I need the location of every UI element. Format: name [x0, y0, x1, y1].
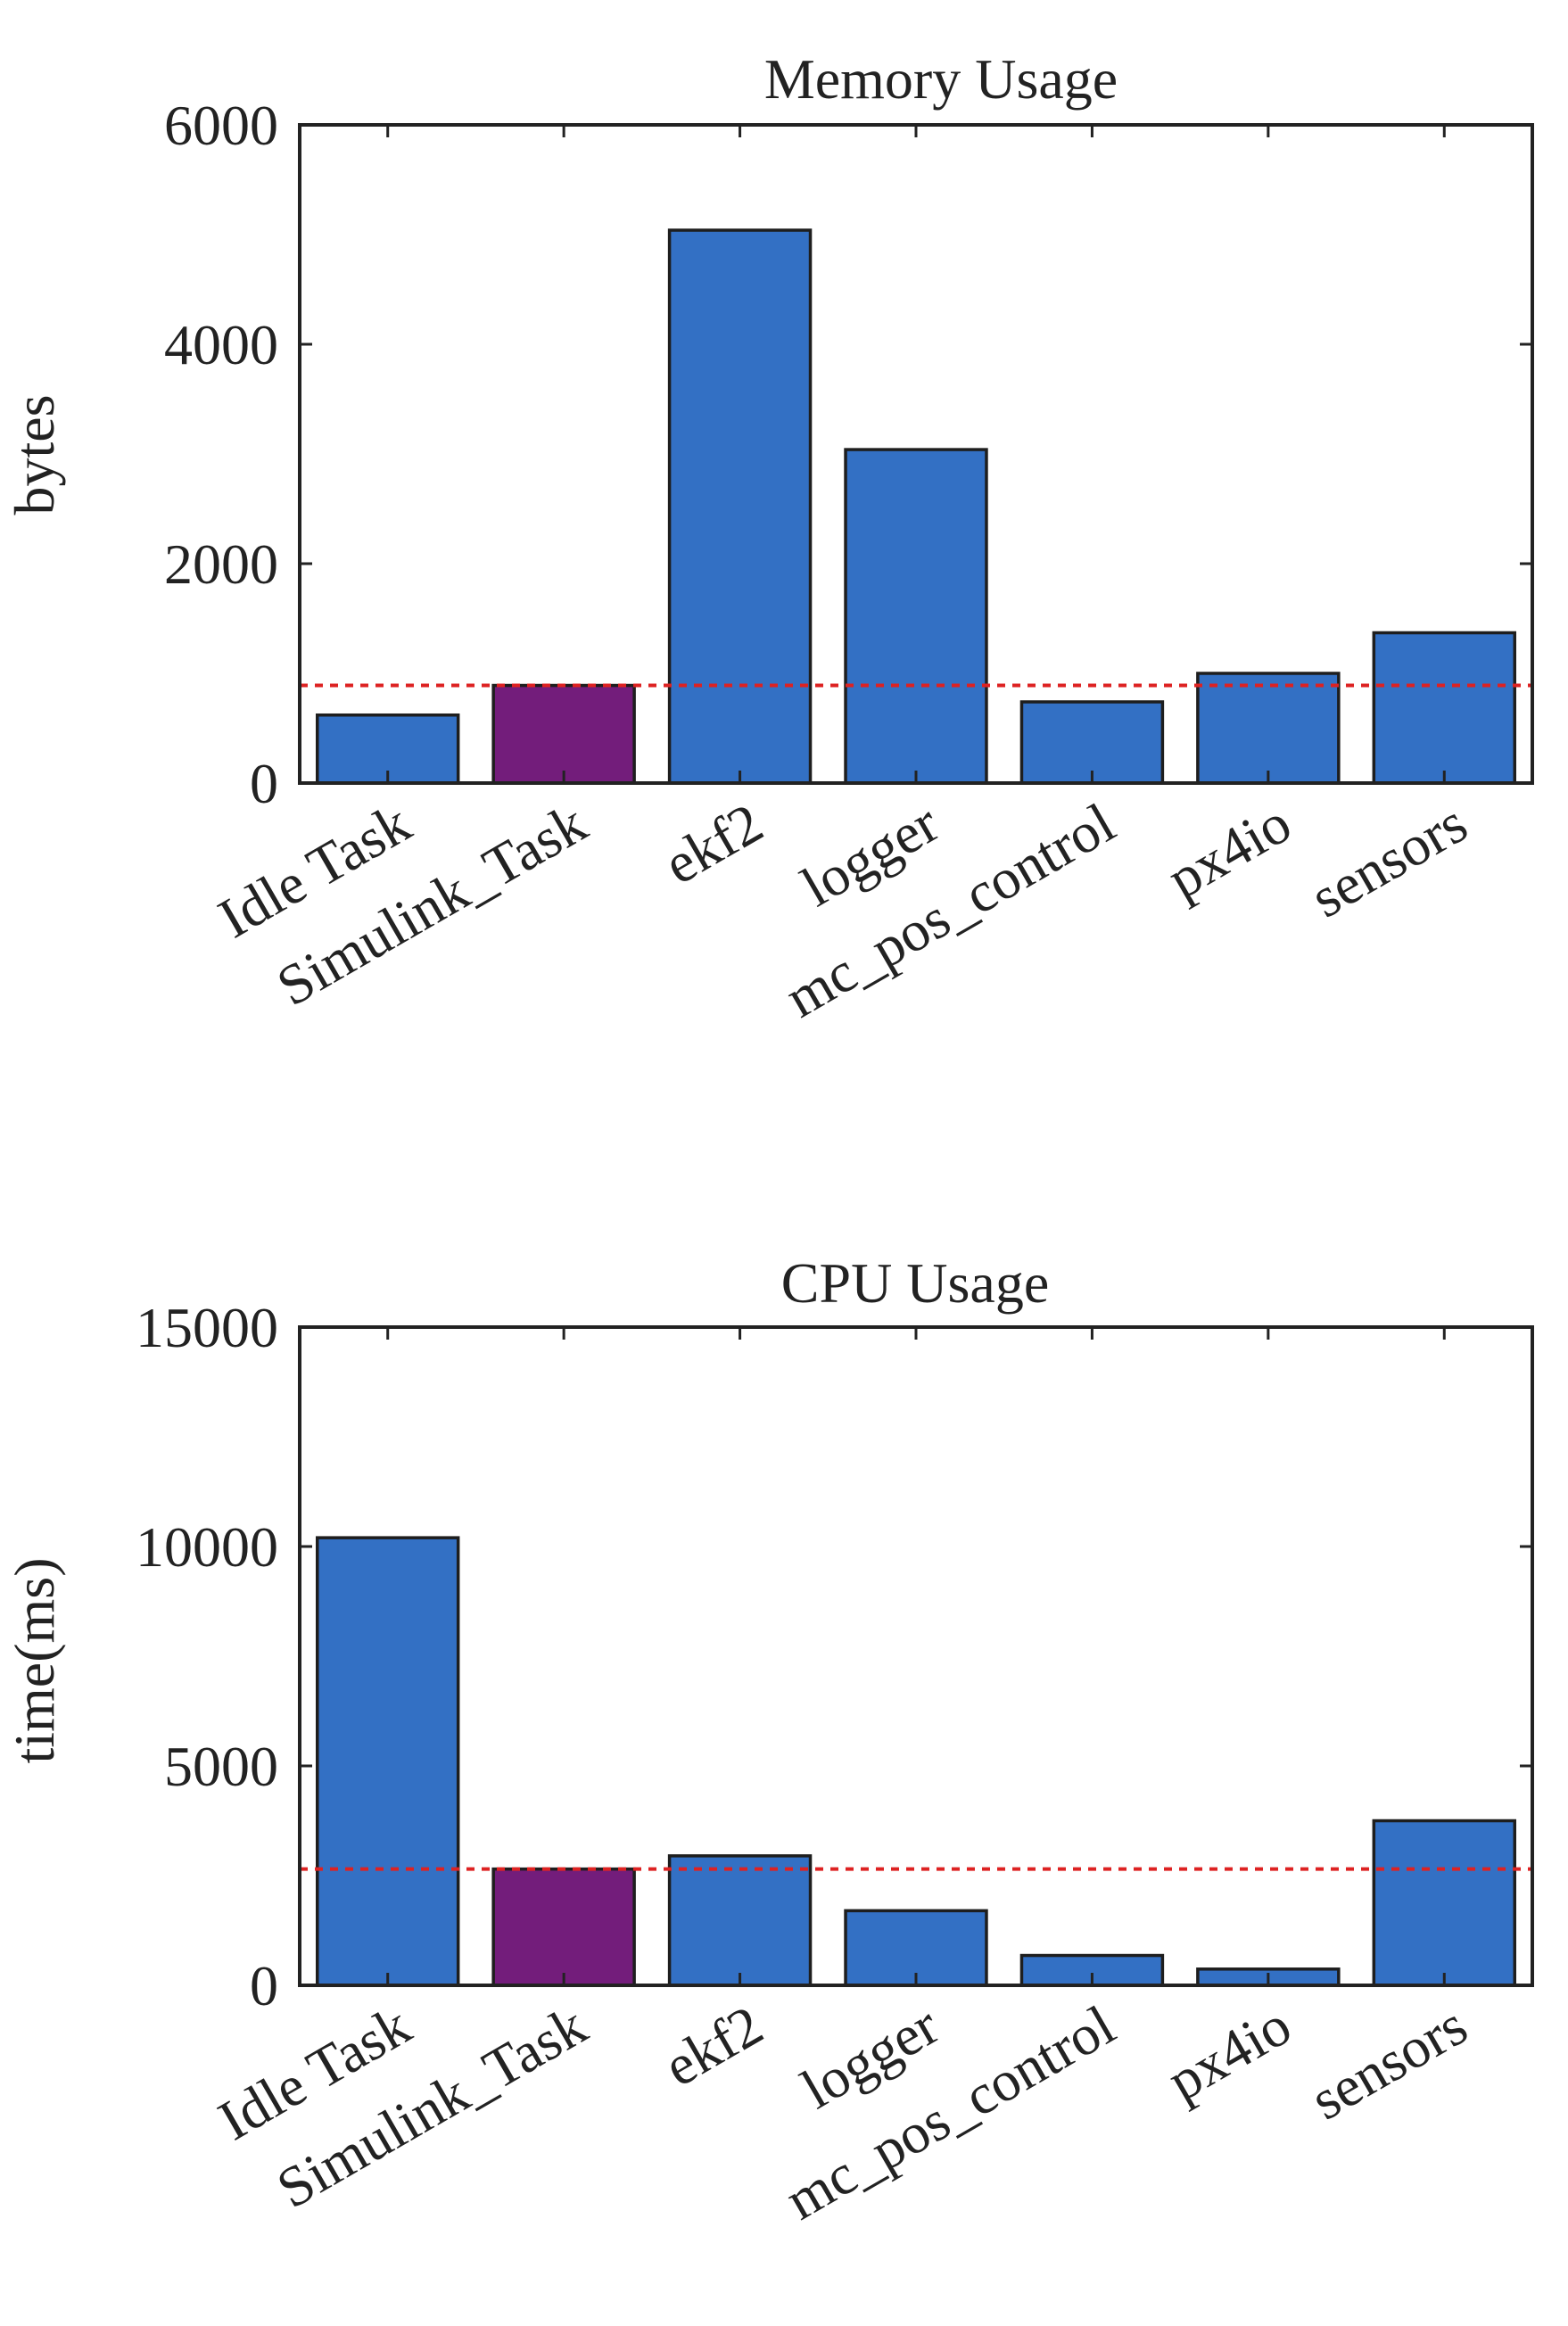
plot-frame: [298, 123, 1534, 785]
plot-frame: [298, 1325, 1534, 1987]
memory-usage-chart: Memory Usage bytes 0 2000 4000 6000 Idle Ta…: [3, 47, 1534, 1030]
bar-simulink-task: [491, 1867, 636, 1987]
x-tick-label: px4io: [1157, 1993, 1301, 2113]
chart-title: Memory Usage: [764, 47, 1118, 111]
tick-group: [300, 1325, 1532, 1987]
bar-idle-task: [315, 1536, 460, 1987]
cpu-usage-chart: CPU Usage time(ms) 0 5000 10000 15000 Idle …: [3, 1251, 1534, 2232]
y-tick-label: 0: [250, 1954, 278, 2017]
bar-mc-pos-control: [1019, 1953, 1165, 1987]
bar-sensors: [1372, 631, 1517, 785]
bar-simulink-task: [491, 683, 636, 785]
chart-title: CPU Usage: [781, 1251, 1049, 1315]
y-tick-label: 15000: [136, 1296, 278, 1359]
bar-sensors: [1372, 1819, 1517, 1987]
y-axis-label: bytes: [3, 394, 66, 515]
x-tick-label: sensors: [1300, 1993, 1478, 2132]
x-tick-label: px4io: [1157, 791, 1301, 911]
y-axis-label: time(ms): [3, 1557, 66, 1763]
bar-ekf2: [667, 1854, 813, 1987]
y-tick-label: 10000: [136, 1515, 278, 1579]
y-tick-label: 5000: [164, 1735, 278, 1798]
y-tick-labels: 0 5000 10000 15000: [136, 1296, 278, 2017]
bar-ekf2: [667, 228, 813, 785]
y-tick-label: 4000: [164, 313, 278, 376]
y-tick-labels: 0 2000 4000 6000: [164, 94, 278, 815]
x-tick-label: ekf2: [654, 791, 773, 896]
bar-group: [315, 228, 1517, 785]
bar-mc-pos-control: [1019, 700, 1165, 785]
bar-logger: [844, 448, 988, 785]
bar-px4io: [1196, 672, 1341, 785]
x-tick-label: ekf2: [654, 1993, 773, 2099]
x-tick-label: sensors: [1300, 791, 1478, 930]
bar-group: [315, 1536, 1517, 1987]
y-tick-label: 6000: [164, 94, 278, 157]
y-tick-label: 0: [250, 752, 278, 815]
y-tick-label: 2000: [164, 532, 278, 596]
